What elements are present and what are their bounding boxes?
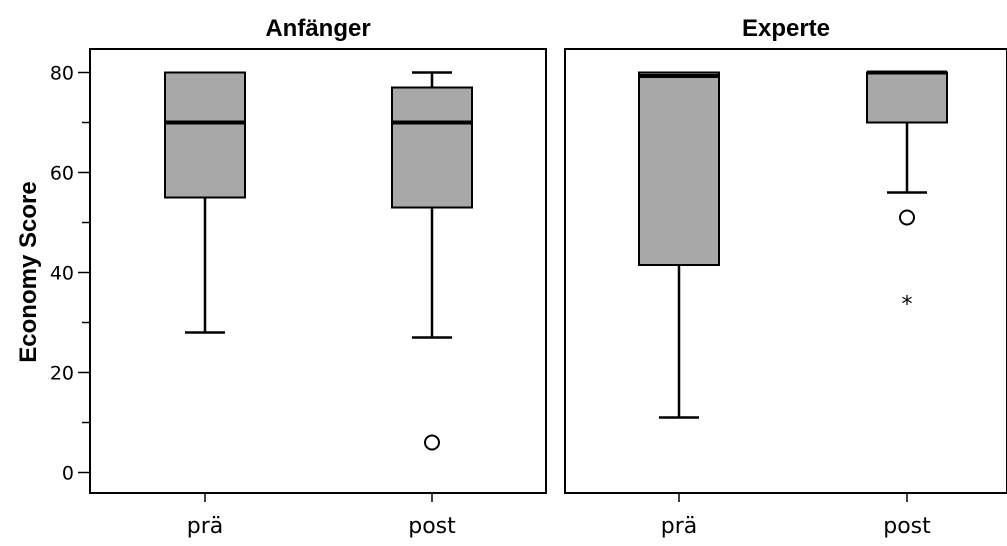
y-axis-title: Economy Score xyxy=(15,181,42,362)
box-post xyxy=(391,71,473,451)
panel-title: Anfänger xyxy=(265,15,370,42)
panel-1: Experte prä post * xyxy=(564,15,1007,539)
box-prä xyxy=(164,71,246,334)
y-tick-label: 60 xyxy=(50,163,74,185)
y-tick-label: 20 xyxy=(50,363,74,385)
box-iqr xyxy=(391,86,473,209)
panel-0: Anfänger 0 20 40 60 80 prä post xyxy=(50,15,547,539)
extreme-point: * xyxy=(902,293,913,318)
box-prä xyxy=(638,71,720,419)
outlier-point xyxy=(899,209,915,226)
x-tick-label: post xyxy=(883,514,931,539)
x-tick-label: prä xyxy=(187,514,224,539)
box-iqr xyxy=(164,71,246,199)
outlier-point xyxy=(424,434,440,451)
box-post: * xyxy=(866,70,948,318)
box-iqr xyxy=(866,71,948,124)
panels-layer: Anfänger 0 20 40 60 80 prä post Experte prä post * xyxy=(50,15,1007,539)
panel-title: Experte xyxy=(742,15,830,42)
panel-frame xyxy=(89,48,547,494)
y-tick-label: 80 xyxy=(50,63,74,85)
y-axis-title-group: Economy Score xyxy=(15,181,42,362)
x-tick-label: post xyxy=(408,514,456,539)
x-tick-label: prä xyxy=(661,514,698,539)
y-tick-label: 40 xyxy=(50,263,74,285)
y-axis: 0 20 40 60 80 xyxy=(50,63,90,485)
box-iqr xyxy=(638,71,720,266)
y-tick-label: 0 xyxy=(62,463,74,485)
